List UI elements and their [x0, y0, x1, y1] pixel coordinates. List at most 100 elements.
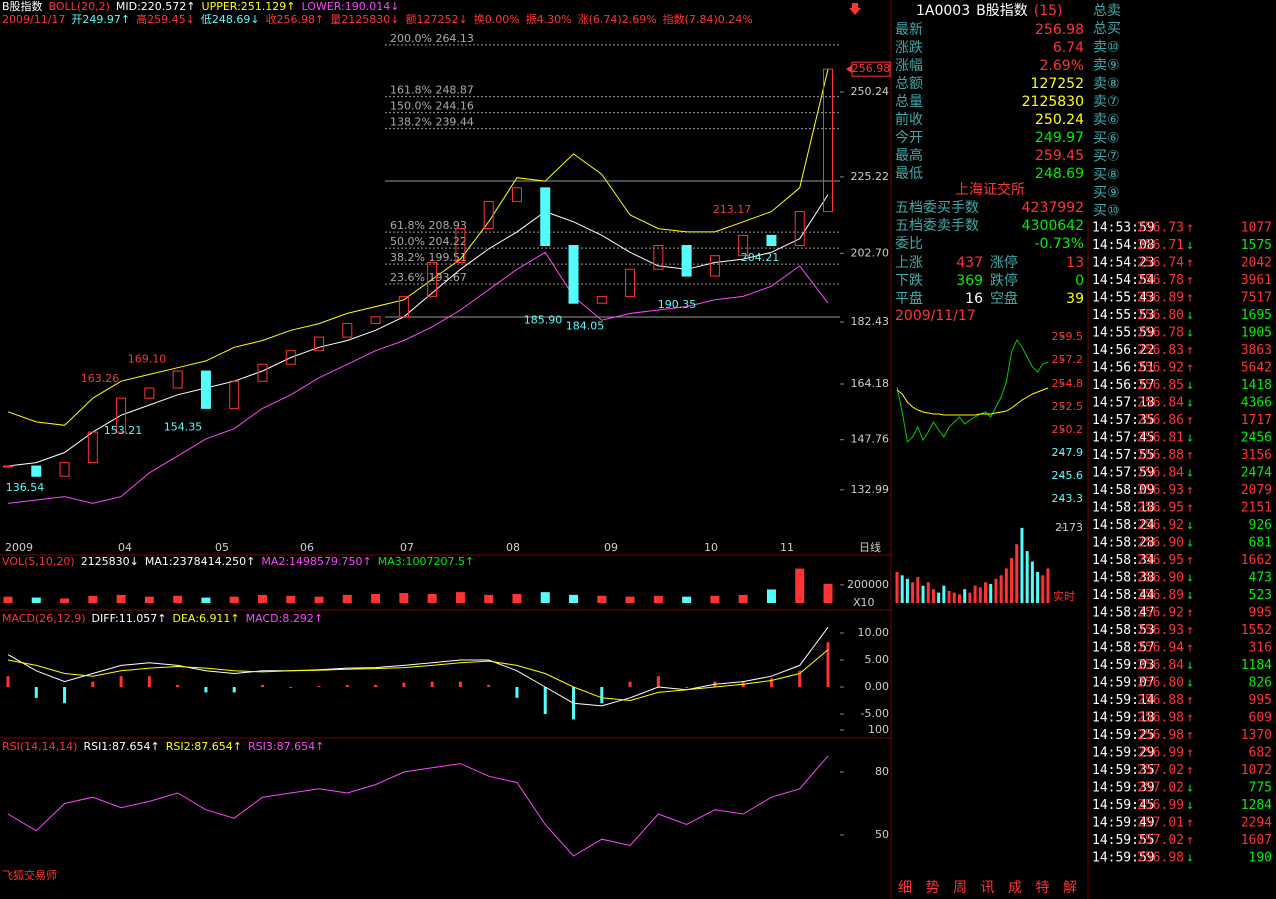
legend-item: 收256.98↑: [266, 12, 325, 26]
trade-arrow: ↑: [1186, 553, 1194, 568]
legend-item: RSI(14,14,14): [2, 740, 77, 753]
bar: [905, 578, 909, 603]
tab[interactable]: 解: [1063, 880, 1077, 896]
trade-volume: 995: [1249, 606, 1272, 621]
x-tick-label: 07: [400, 541, 414, 554]
trade-price: 256.89: [1137, 291, 1184, 306]
trade-price: 257.02: [1137, 781, 1184, 796]
legend-item: 涨(6.74)2.69%: [578, 13, 657, 26]
x-tick-label: 10: [704, 541, 718, 554]
trade-arrow: ↑: [1186, 291, 1194, 306]
bar: [628, 681, 632, 688]
bar: [569, 594, 579, 603]
menu-icon[interactable]: [849, 3, 861, 15]
candle: [766, 234, 777, 247]
bar: [999, 575, 1003, 603]
bar: [710, 595, 720, 603]
trade-volume: 1695: [1241, 308, 1272, 323]
trade-arrow: ↑: [1186, 833, 1194, 848]
tab[interactable]: 讯: [981, 880, 995, 896]
bar: [342, 594, 352, 603]
quote-value: 0: [1075, 273, 1084, 289]
quote-value: -0.73%: [1034, 236, 1084, 252]
series-line: [896, 387, 1049, 416]
tab[interactable]: 势: [926, 880, 940, 896]
legend-item: B股指数: [976, 3, 1028, 19]
trade-time: 14:56:51: [1092, 361, 1155, 376]
trade-volume: 1662: [1241, 553, 1272, 568]
trade-volume: 926: [1249, 518, 1272, 533]
quote-value: 4237992: [1022, 200, 1084, 216]
legend-item: MA3:1007207.5↑: [378, 555, 474, 568]
y-tick-label: 80: [875, 765, 889, 778]
trade-price: 256.74: [1137, 256, 1184, 271]
trade-time: 14:59:39: [1092, 781, 1155, 796]
quote-value: 13: [1066, 255, 1084, 271]
quote-date: 2009/11/17: [895, 308, 976, 324]
trade-time: 14:59:29: [1092, 746, 1155, 761]
last-price-pointer: [846, 65, 852, 74]
trade-time: 14:59:49: [1092, 816, 1155, 831]
y-tick-label: 2173: [1055, 521, 1083, 534]
realtime-label: 实时: [1053, 589, 1075, 603]
quote-label: 平盘: [895, 290, 923, 307]
candle: [511, 187, 522, 202]
price-annotation: 163.26: [81, 372, 120, 385]
quote-value: 369: [956, 273, 983, 289]
trade-volume: 1370: [1241, 728, 1272, 743]
trade-volume: 1905: [1241, 326, 1272, 341]
trade-time: 14:54:23: [1092, 256, 1155, 271]
bar: [1010, 558, 1014, 603]
bar: [455, 592, 465, 603]
trade-time: 14:56:57: [1092, 378, 1155, 393]
tab[interactable]: 特: [1036, 880, 1050, 896]
candle: [3, 465, 13, 468]
trade-volume: 1575: [1241, 238, 1272, 253]
quote-value: 2.69%: [1040, 58, 1084, 74]
quote-label: 上涨: [895, 255, 923, 271]
fib-label: 61.8% 208.93: [390, 219, 467, 232]
tab[interactable]: 细: [898, 880, 912, 896]
candle: [87, 431, 98, 464]
trade-price: 256.86: [1137, 413, 1184, 428]
bar: [978, 587, 982, 603]
candle: [823, 68, 833, 213]
candle: [483, 200, 494, 230]
y-tick-label: 254.8: [1052, 377, 1084, 390]
trade-arrow: ↓: [1186, 431, 1194, 446]
y-tick-label: 200000: [847, 578, 889, 591]
price-annotation: 184.05: [566, 320, 605, 333]
legend-item: 2009/11/17: [2, 13, 65, 26]
trade-arrow: ↓: [1186, 798, 1194, 813]
trade-price: 256.90: [1137, 571, 1184, 586]
legend-item: RSI2:87.654↑: [166, 740, 242, 753]
trade-arrow: ↑: [1186, 501, 1194, 516]
quote-label: 委比: [895, 236, 923, 252]
tab[interactable]: 成: [1008, 880, 1022, 896]
x-tick-label: 08: [506, 541, 520, 554]
bar: [540, 592, 550, 603]
quote-value: 16: [965, 291, 983, 307]
tab[interactable]: 周: [953, 880, 967, 896]
price-annotation: 136.54: [6, 481, 45, 494]
quote-value: 6.74: [1053, 40, 1084, 56]
y-tick-label: 147.76: [851, 433, 890, 446]
bar: [1041, 575, 1045, 603]
trade-price: 256.84: [1137, 658, 1184, 673]
trade-time: 14:57:35: [1092, 413, 1155, 428]
candle: [370, 316, 381, 325]
trade-volume: 2456: [1241, 431, 1272, 446]
trade-price: 256.84: [1137, 466, 1184, 481]
bar: [6, 676, 10, 688]
price-annotation: 213.17: [713, 203, 752, 216]
bar: [286, 595, 296, 603]
bar: [371, 593, 381, 603]
trade-volume: 523: [1249, 588, 1272, 603]
candle: [709, 255, 720, 277]
candle: [342, 323, 353, 338]
trade-time: 14:58:53: [1092, 623, 1155, 638]
y-tick-label: 182.43: [851, 315, 890, 328]
bar: [399, 593, 409, 603]
bar: [1025, 551, 1029, 603]
